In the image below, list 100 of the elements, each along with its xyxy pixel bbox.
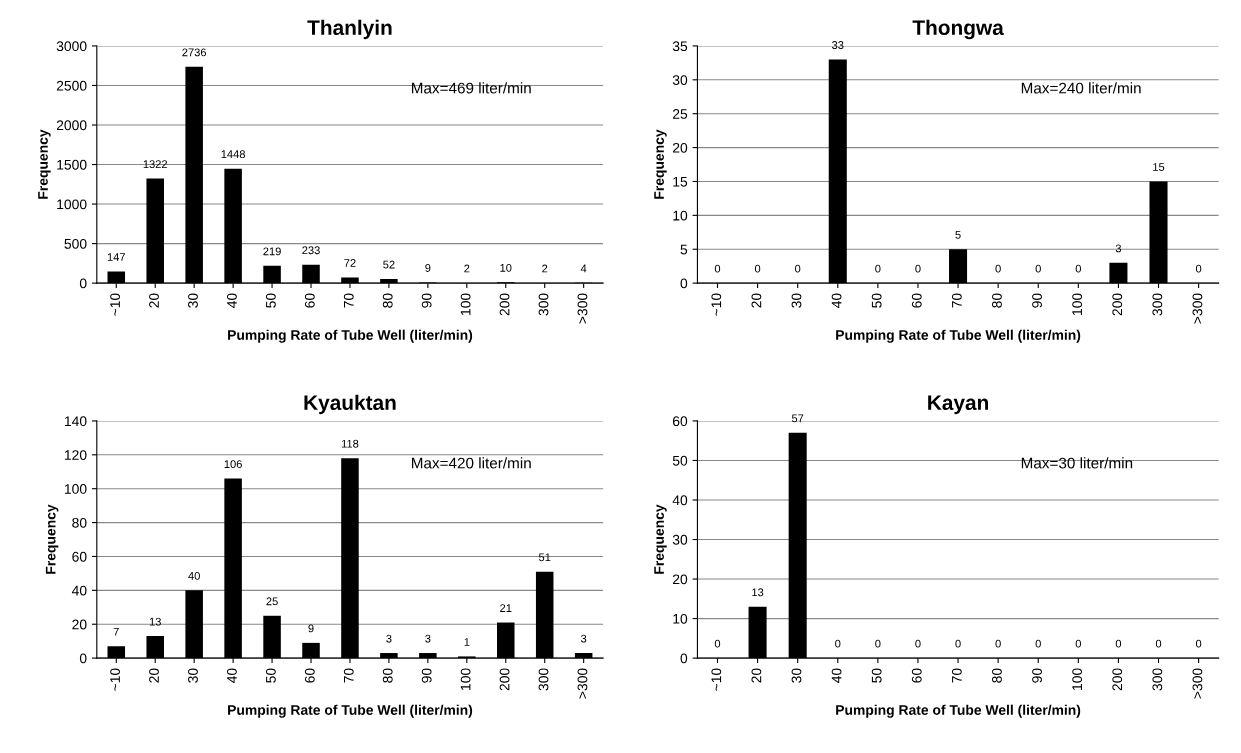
data-label: 72 xyxy=(344,259,356,267)
data-label: 3 xyxy=(1115,244,1122,253)
x-tick-label: 60 xyxy=(304,293,315,308)
data-label: 0 xyxy=(1075,639,1081,648)
data-label: 0 xyxy=(1075,264,1081,273)
data-label: 5 xyxy=(955,230,961,239)
x-tick-label: 40 xyxy=(831,293,842,308)
x-axis-title: Pumping Rate of Tube Well (liter/min) xyxy=(836,329,1081,343)
x-tick-label: ~10 xyxy=(110,668,120,691)
data-label: 0 xyxy=(714,264,721,273)
data-label: 10 xyxy=(500,263,512,272)
y-tick-label: 30 xyxy=(672,75,688,85)
x-tick-label: 50 xyxy=(871,668,882,683)
y-tick-label: 40 xyxy=(672,495,688,506)
y-tick-label: 1500 xyxy=(57,159,87,170)
data-label: 0 xyxy=(915,639,921,648)
x-tick-label: 40 xyxy=(227,668,237,683)
data-label: 57 xyxy=(791,414,804,423)
y-tick-label: 0 xyxy=(79,278,87,289)
annotation: Max=240 liter/min xyxy=(1021,82,1141,94)
x-tick-label: 200 xyxy=(499,293,510,316)
data-label: 21 xyxy=(500,604,512,612)
annotation: Max=420 liter/min xyxy=(411,457,531,469)
data-label: 106 xyxy=(224,460,242,468)
chart-title: Kyauktan xyxy=(304,394,396,415)
x-tick-label: 90 xyxy=(1032,293,1042,308)
data-label: 0 xyxy=(1035,639,1041,648)
data-label: 2736 xyxy=(182,48,207,57)
data-label: 9 xyxy=(425,264,431,272)
x-tick-label: 100 xyxy=(1072,293,1083,315)
y-tick-label: 25 xyxy=(672,109,688,119)
x-tick-label: ~10 xyxy=(110,293,120,316)
x-tick-label: >300 xyxy=(577,668,588,699)
y-tick-label: 10 xyxy=(673,210,688,221)
y-tick-label: 0 xyxy=(680,653,688,664)
x-tick-label: 20 xyxy=(751,293,762,308)
x-axis-title: Pumping Rate of Tube Well (liter/min) xyxy=(228,704,473,718)
x-tick-label: >300 xyxy=(1192,668,1203,699)
annotation: Max=469 liter/min xyxy=(411,82,531,94)
x-tick-label: 300 xyxy=(538,668,549,691)
annotation: Max=30 liter/min xyxy=(1021,457,1133,469)
data-label: 52 xyxy=(383,260,395,269)
x-tick-label: 40 xyxy=(831,668,842,683)
x-tick-label: 90 xyxy=(1032,668,1042,683)
x-tick-label: ~10 xyxy=(711,293,722,316)
data-label: 0 xyxy=(875,264,881,273)
x-tick-label: >300 xyxy=(577,293,588,324)
x-tick-label: 100 xyxy=(460,668,471,690)
x-tick-label: 100 xyxy=(1072,668,1083,690)
y-tick-label: 500 xyxy=(64,238,87,249)
x-tick-label: 30 xyxy=(791,293,802,308)
data-label: 3 xyxy=(425,634,431,643)
data-label: 0 xyxy=(1035,264,1041,273)
x-tick-label: 30 xyxy=(188,293,198,308)
data-label: 0 xyxy=(995,639,1001,648)
data-label: 0 xyxy=(1195,639,1202,648)
data-label: 4 xyxy=(580,264,587,273)
chart-title: Thanlyin xyxy=(307,19,392,40)
data-label: 51 xyxy=(538,553,551,562)
chart-title: Thongwa xyxy=(912,19,1004,40)
data-label: 7 xyxy=(113,627,119,636)
x-tick-label: 80 xyxy=(992,293,1002,308)
data-label: 25 xyxy=(266,597,278,606)
y-tick-label: 140 xyxy=(64,416,87,427)
x-tick-label: 300 xyxy=(1152,668,1163,691)
x-tick-label: 90 xyxy=(421,668,432,683)
x-tick-label: 20 xyxy=(751,668,762,683)
y-tick-label: 60 xyxy=(672,416,688,427)
x-tick-label: 200 xyxy=(1112,293,1123,316)
data-label: 3 xyxy=(386,634,392,643)
y-tick-label: 20 xyxy=(72,619,87,630)
y-tick-label: 20 xyxy=(672,142,688,153)
x-tick-label: 60 xyxy=(911,293,922,308)
y-axis-title: Frequency xyxy=(45,504,59,574)
x-axis-title: Pumping Rate of Tube Well (liter/min) xyxy=(836,704,1081,718)
x-tick-label: 70 xyxy=(343,293,354,308)
y-tick-label: 35 xyxy=(672,41,688,52)
data-label: 33 xyxy=(832,41,844,49)
y-tick-label: 5 xyxy=(680,244,688,255)
x-tick-label: 20 xyxy=(149,293,159,308)
x-tick-label: 20 xyxy=(149,668,159,683)
x-tick-label: 30 xyxy=(188,668,198,683)
data-label: 0 xyxy=(714,639,721,648)
y-tick-label: 40 xyxy=(71,585,87,596)
y-tick-label: 80 xyxy=(72,517,87,528)
data-label: 0 xyxy=(1195,264,1202,273)
y-tick-label: 3000 xyxy=(56,41,87,52)
y-tick-label: 1000 xyxy=(57,199,87,210)
data-label: 0 xyxy=(835,639,841,648)
x-tick-label: 60 xyxy=(304,668,315,683)
data-label: 13 xyxy=(752,588,764,597)
data-label: 233 xyxy=(302,246,320,255)
data-label: 15 xyxy=(1153,163,1165,171)
data-label: 147 xyxy=(107,253,125,261)
y-tick-label: 10 xyxy=(673,613,688,624)
data-label: 0 xyxy=(1115,639,1122,648)
data-label: 3 xyxy=(580,634,587,643)
x-tick-label: 70 xyxy=(951,668,962,683)
data-label: 2 xyxy=(542,264,548,273)
y-tick-label: 50 xyxy=(672,455,688,466)
